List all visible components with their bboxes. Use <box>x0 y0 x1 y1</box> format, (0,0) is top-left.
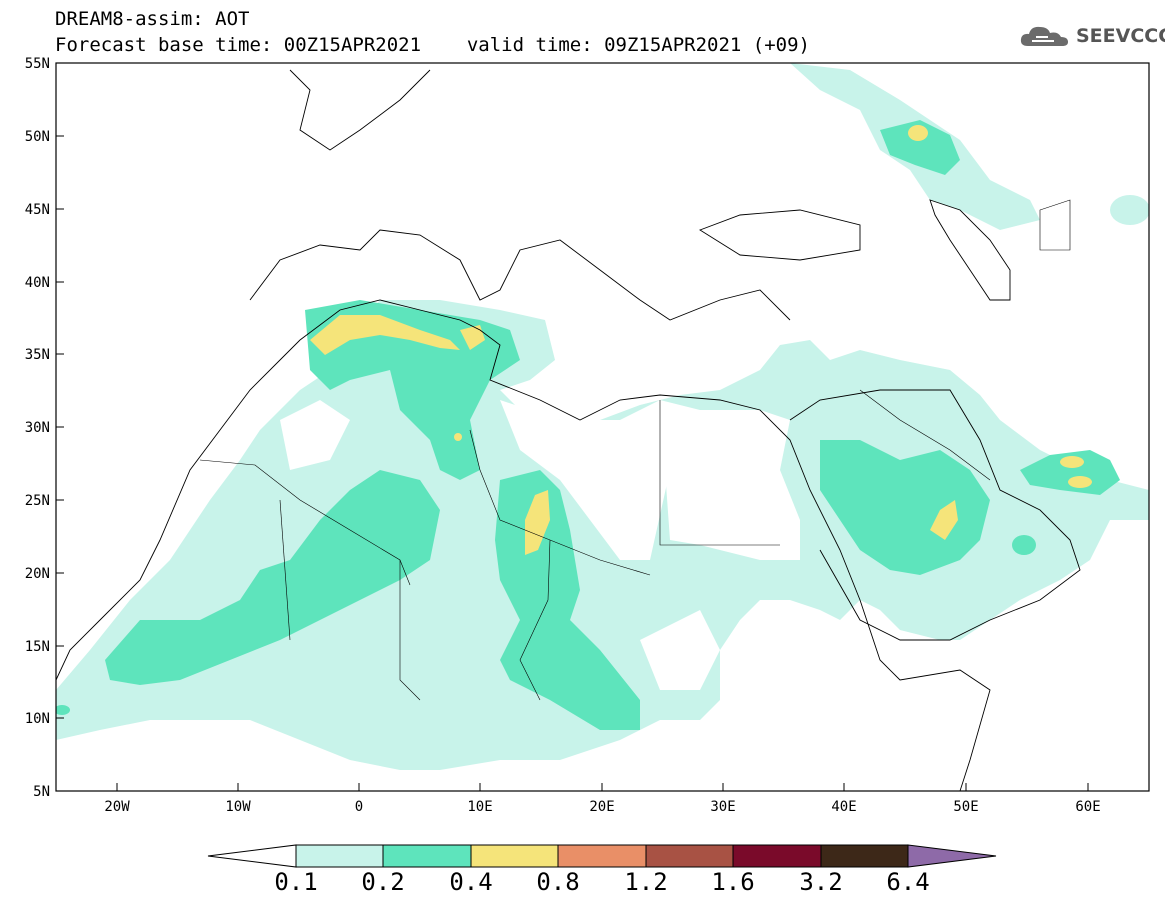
central-arabia-band <box>820 440 990 575</box>
border-4 <box>659 400 780 546</box>
lon-tick-label: 10E <box>467 799 492 815</box>
lon-tick-label: 60E <box>1075 799 1100 815</box>
colorbar-swatch <box>732 844 822 868</box>
colorbar <box>207 844 997 868</box>
border-6 <box>399 560 421 701</box>
lon-tick-label: 30E <box>710 799 735 815</box>
lat-tick-label: 25N <box>25 493 50 509</box>
lon-axis: 20W 10W 0 10E 20E 30E 40E 50E 60E <box>104 783 1101 815</box>
colorbar-low-arrow <box>207 844 297 868</box>
lon-tick-label: 20W <box>104 799 130 815</box>
colorbar-label: 1.2 <box>624 868 668 896</box>
atlas-band <box>310 315 460 355</box>
algeria-band <box>305 300 520 480</box>
lon-tick-label: 40E <box>831 799 856 815</box>
colorbar-label: 0.1 <box>274 868 318 896</box>
west-coast-spot <box>56 705 70 715</box>
aot-level-0-4-areas <box>310 125 1092 555</box>
lon-tick-label: 0 <box>355 799 363 815</box>
africa-coastline <box>56 299 991 791</box>
lat-tick-label: 40N <box>25 275 50 291</box>
sahel-clear-gap <box>640 610 720 690</box>
coastlines <box>56 69 1081 791</box>
colorbar-swatch <box>295 844 384 868</box>
lat-tick-label: 20N <box>25 566 50 582</box>
colorbar-swatch <box>820 844 909 868</box>
colorbar-label: 1.6 <box>711 868 755 896</box>
lat-tick-label: 35N <box>25 347 50 363</box>
logo-text: SEEVCCC <box>1076 25 1165 47</box>
lon-tick-label: 20E <box>589 799 614 815</box>
cloud-icon <box>1020 26 1068 46</box>
colorbar-swatch <box>645 844 734 868</box>
sahara-clear-gap-2 <box>500 400 670 560</box>
base-time-label: Forecast base time: 00Z15APR2021 <box>55 34 422 56</box>
hormuz-spot-2 <box>1068 476 1092 488</box>
hormuz-band <box>1020 450 1120 495</box>
border-1 <box>199 459 411 586</box>
algeria-small-spot <box>454 433 462 441</box>
arabia-coastline <box>789 389 1081 641</box>
seevccc-logo: SEEVCCC <box>1018 22 1165 50</box>
colorbar-label: 0.8 <box>536 868 580 896</box>
lat-tick-label: 45N <box>25 202 50 218</box>
border-2 <box>279 499 291 641</box>
caspian-coastline <box>929 199 1011 301</box>
colorbar-label: 0.2 <box>361 868 405 896</box>
europe-coastline <box>249 229 791 321</box>
colorbar-high-arrow <box>907 844 997 868</box>
border-5 <box>519 539 551 701</box>
tunisia-spot <box>460 325 485 350</box>
time-info: Forecast base time: 00Z15APR2021 valid t… <box>55 34 810 56</box>
gulf-light-area <box>1110 195 1149 225</box>
caspian-band <box>880 120 960 175</box>
colorbar-label: 3.2 <box>799 868 843 896</box>
sw-arabia-spot <box>1012 535 1036 555</box>
lat-tick-label: 10N <box>25 711 50 727</box>
hormuz-spot-1 <box>1060 456 1084 468</box>
arabia-clear-gap <box>660 400 800 560</box>
colorbar-swatch <box>470 844 559 868</box>
lat-axis: 55N 50N 45N 40N 35N 30N 25N 20N 15N 10N … <box>25 56 64 800</box>
map-title: DREAM8-assim: AOT <box>55 8 250 30</box>
sahara-clear-gap-1 <box>280 400 350 470</box>
country-borders <box>199 199 1071 701</box>
colorbar-swatch <box>557 844 647 868</box>
libya-chad-spot <box>525 490 550 555</box>
lat-tick-label: 15N <box>25 639 50 655</box>
valid-time-label: valid time: 09Z15APR2021 (+09) <box>466 34 810 56</box>
lon-tick-label: 50E <box>953 799 978 815</box>
colorbar-label: 0.4 <box>449 868 493 896</box>
black-sea-coastline <box>698 209 861 261</box>
border-8 <box>1039 199 1071 251</box>
eastern-arabia-spot <box>930 500 958 540</box>
lat-tick-label: 50N <box>25 129 50 145</box>
north-europe-coastline <box>289 69 431 151</box>
caspian-north-spot <box>908 125 928 141</box>
lat-tick-label: 5N <box>33 784 50 800</box>
border-7 <box>859 389 991 481</box>
aot-field <box>56 63 1149 791</box>
lat-tick-label: 30N <box>25 420 50 436</box>
lat-tick-label: 55N <box>25 56 50 72</box>
lon-tick-label: 10W <box>225 799 251 815</box>
colorbar-swatch <box>382 844 472 868</box>
colorbar-label: 6.4 <box>886 868 930 896</box>
west-africa-band <box>105 470 440 685</box>
border-3 <box>469 429 651 576</box>
